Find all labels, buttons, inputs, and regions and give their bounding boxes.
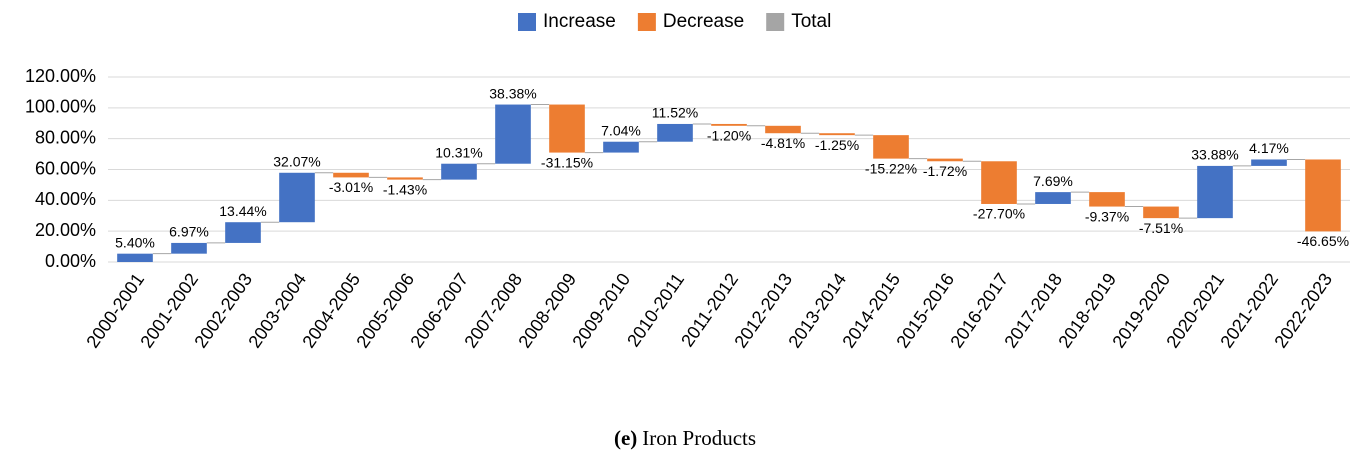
value-label: -1.25% <box>815 137 859 153</box>
bar <box>711 123 747 126</box>
bar <box>981 161 1017 204</box>
y-tick-label: 80.00% <box>35 127 96 147</box>
bar <box>1035 192 1071 204</box>
value-label: 5.40% <box>115 234 155 250</box>
value-label: -9.37% <box>1085 208 1129 224</box>
bar <box>927 158 963 162</box>
y-tick-label: 20.00% <box>35 220 96 240</box>
bar <box>1089 192 1125 207</box>
value-label: -31.15% <box>541 154 593 170</box>
bar <box>1305 159 1341 232</box>
value-label: 11.52% <box>652 105 698 121</box>
y-tick-label: 60.00% <box>35 158 96 178</box>
caption-label: (e) <box>614 426 637 450</box>
bar <box>603 141 639 153</box>
value-label: 10.31% <box>435 144 482 160</box>
value-label: 7.69% <box>1033 173 1073 189</box>
value-label: -1.20% <box>707 128 751 144</box>
legend-label: Increase <box>543 11 616 32</box>
legend-swatch <box>637 13 656 31</box>
bar <box>1143 206 1179 219</box>
bar <box>1197 165 1233 219</box>
value-label: 7.04% <box>601 122 641 138</box>
y-tick-label: 100.00% <box>25 97 96 117</box>
bar <box>225 222 261 243</box>
bar <box>171 242 207 254</box>
legend-swatch <box>766 13 785 31</box>
bar <box>387 177 423 180</box>
bar <box>441 163 477 180</box>
value-label: 13.44% <box>219 203 266 219</box>
value-label: -15.22% <box>865 160 917 176</box>
value-label: 38.38% <box>489 85 536 101</box>
bar <box>333 172 369 178</box>
value-label: 32.07% <box>273 153 320 169</box>
y-tick-label: 0.00% <box>45 251 96 271</box>
legend-label: Decrease <box>663 11 744 32</box>
bar <box>117 253 153 262</box>
bar <box>495 104 531 164</box>
value-label: 33.88% <box>1191 147 1238 163</box>
value-label: -7.51% <box>1139 220 1183 236</box>
bar <box>279 172 315 223</box>
value-label: -27.70% <box>973 206 1025 222</box>
y-tick-label: 40.00% <box>35 189 96 209</box>
y-tick-label: 120.00% <box>25 66 96 86</box>
bar <box>765 125 801 134</box>
value-label: -4.81% <box>761 135 805 151</box>
bar <box>1251 159 1287 166</box>
caption-text: Iron Products <box>642 426 756 450</box>
value-label: 6.97% <box>169 224 209 240</box>
value-label: 4.17% <box>1249 140 1289 156</box>
caption: (e) Iron Products <box>614 426 756 450</box>
bar <box>657 123 693 142</box>
value-label: -1.43% <box>383 181 427 197</box>
legend-label: Total <box>791 11 831 32</box>
bar <box>873 135 909 159</box>
value-label: -3.01% <box>329 179 373 195</box>
value-label: -1.72% <box>923 163 967 179</box>
value-label: -46.65% <box>1297 233 1349 249</box>
bar <box>819 133 855 136</box>
bar <box>549 104 585 153</box>
legend-swatch <box>518 13 536 31</box>
